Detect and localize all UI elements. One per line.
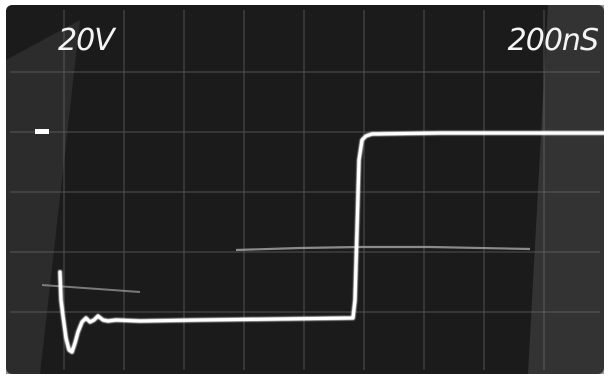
signal-waveform-core xyxy=(58,131,606,354)
screen-background xyxy=(6,5,604,374)
right-bezel-shade xyxy=(528,5,604,374)
retrace-line xyxy=(41,284,141,293)
volts-per-division-label: 20V xyxy=(58,23,115,58)
channel-marker xyxy=(35,129,49,134)
reference-trace xyxy=(235,245,531,252)
time-per-division-label: 200nS xyxy=(507,23,599,58)
left-bezel-shade xyxy=(6,20,80,374)
graticule-grid xyxy=(10,10,600,370)
